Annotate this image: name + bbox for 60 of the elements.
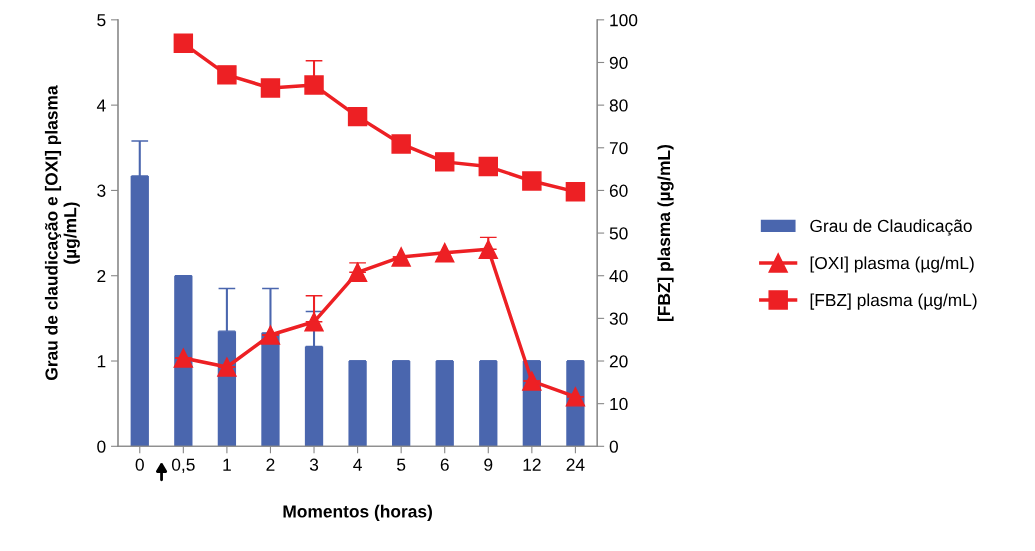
point xyxy=(260,78,281,98)
legend-label: [FBZ] plasma (µg/mL) xyxy=(810,293,977,310)
y2-tick-label: 40 xyxy=(609,269,628,283)
y2-axis-title: [FBZ] plasma (µg/mL) xyxy=(657,145,674,322)
point xyxy=(522,371,542,391)
point xyxy=(304,312,324,332)
x-axis-title: Momentos (horas) xyxy=(283,504,432,522)
x-tick-label: 6 xyxy=(440,458,449,471)
x-tick-label: 12 xyxy=(523,458,541,471)
point xyxy=(173,33,194,54)
bar xyxy=(479,361,498,447)
y2-tick-label: 0 xyxy=(609,440,618,453)
y-tick-label: 1 xyxy=(97,355,106,368)
y2-tick-label: 100 xyxy=(610,14,638,27)
point xyxy=(391,247,411,267)
point xyxy=(304,75,324,95)
y2-tick-label: 50 xyxy=(609,227,628,240)
point xyxy=(217,357,237,377)
y-tick-label: 0 xyxy=(97,440,106,453)
y2-tick-label: 60 xyxy=(609,184,628,197)
point xyxy=(434,242,455,263)
legend-label: Grau de Claudicação xyxy=(810,219,972,236)
point xyxy=(434,152,455,172)
point xyxy=(217,65,237,85)
x-tick-label: 0,5 xyxy=(171,458,195,473)
x-tick-label: 0 xyxy=(135,458,144,471)
x-tick-label: 4 xyxy=(353,458,362,471)
x-tick-label: 24 xyxy=(566,458,585,471)
y-tick-label: 3 xyxy=(97,184,106,197)
y-axis-title: Grau de claudicação e [OXI] plasma (µg/mL) xyxy=(44,85,80,380)
x-tick-label: 3 xyxy=(309,458,319,471)
y2-tick-label: 80 xyxy=(609,99,628,112)
y-tick-label: 4 xyxy=(96,99,106,112)
x-tick-label: 5 xyxy=(397,458,406,471)
point xyxy=(347,106,368,127)
bar xyxy=(392,361,411,447)
point xyxy=(260,325,281,345)
y2-tick-label: 20 xyxy=(609,355,628,368)
y2-tick-label: 10 xyxy=(610,397,628,411)
point xyxy=(565,387,586,407)
x-tick-label: 9 xyxy=(484,458,493,471)
point xyxy=(391,134,411,154)
y-tick-label: 2 xyxy=(97,269,106,283)
point xyxy=(173,348,194,368)
y-tick-label: 5 xyxy=(97,14,106,27)
y2-tick-label: 90 xyxy=(609,56,628,69)
bar xyxy=(261,332,280,447)
bar xyxy=(348,361,367,447)
point xyxy=(522,171,542,191)
point xyxy=(478,239,499,260)
bar xyxy=(174,275,193,447)
point xyxy=(565,181,586,202)
point xyxy=(478,156,499,177)
bar xyxy=(435,361,454,447)
legend-label: [OXI] plasma (µg/mL) xyxy=(810,256,974,273)
point xyxy=(347,262,368,283)
y2-tick-label: 70 xyxy=(609,141,628,155)
y2-tick-label: 30 xyxy=(609,312,628,325)
x-tick-label: 1 xyxy=(223,458,231,471)
x-tick-label: 2 xyxy=(266,458,275,471)
